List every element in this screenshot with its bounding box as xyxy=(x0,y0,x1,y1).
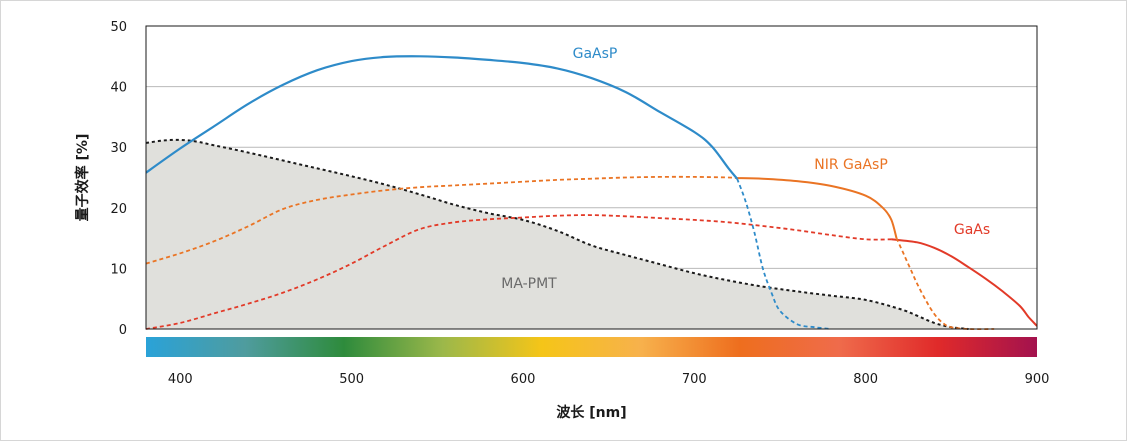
series-gaas-dashed xyxy=(146,214,892,330)
x-tick-label-400: 400 xyxy=(168,372,193,387)
series-label-gaasp: GaAsP xyxy=(573,46,618,62)
series-ma-pmt-line xyxy=(146,138,969,330)
ma-pmt-fill xyxy=(146,139,969,329)
y-axis-ticks: 0 10 20 30 40 50 xyxy=(110,20,127,338)
x-axis-ticks: 400 500 600 700 800 900 xyxy=(168,372,1050,387)
series-gaasp-solid xyxy=(146,55,738,180)
y-tick-label-10: 10 xyxy=(110,262,127,277)
series-ma-pmt-area xyxy=(146,139,969,329)
series-gaasp-dashed xyxy=(736,178,832,330)
x-tick-label-600: 600 xyxy=(511,372,536,387)
spectrum-bar xyxy=(146,337,1037,357)
y-tick-label-30: 30 xyxy=(110,141,127,156)
y-axis-title: 量子效率 [%] xyxy=(74,134,91,222)
y-tick-label-20: 20 xyxy=(110,202,127,217)
x-axis-title: 波长 [nm] xyxy=(556,404,626,421)
x-tick-label-500: 500 xyxy=(339,372,364,387)
series-label-nir-gaasp: NIR GaAsP xyxy=(814,157,888,173)
series-nir-gaasp-dashed-start xyxy=(146,175,738,265)
series-label-ma-pmt: MA-PMT xyxy=(501,276,557,292)
x-tick-label-700: 700 xyxy=(682,372,707,387)
series-labels: GaAsP NIR GaAsP GaAs MA-PMT xyxy=(501,46,990,292)
series-nir-gaasp-dashed-end xyxy=(895,237,995,331)
y-tick-label-50: 50 xyxy=(110,20,127,35)
series-nir-gaasp-solid xyxy=(737,177,898,239)
series-label-gaas: GaAs xyxy=(954,222,990,238)
series-gaas-solid xyxy=(891,238,1037,327)
y-tick-label-0: 0 xyxy=(119,323,127,338)
series-lines xyxy=(146,55,1037,331)
x-tick-label-900: 900 xyxy=(1025,372,1050,387)
y-tick-label-40: 40 xyxy=(110,81,127,96)
plot-border xyxy=(145,25,1038,330)
x-tick-label-800: 800 xyxy=(853,372,878,387)
